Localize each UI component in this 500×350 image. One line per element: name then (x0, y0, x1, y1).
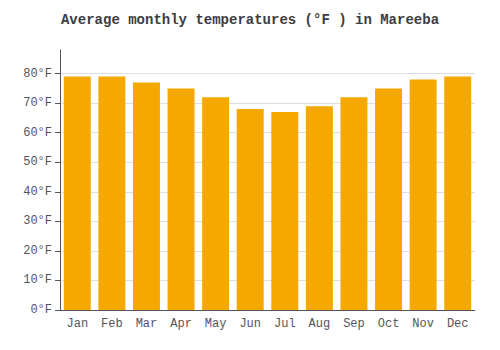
svg-text:Feb: Feb (101, 317, 123, 331)
svg-text:Aug: Aug (309, 317, 331, 331)
svg-text:Nov: Nov (412, 317, 434, 331)
svg-text:50°F: 50°F (23, 155, 52, 169)
svg-text:Oct: Oct (378, 317, 400, 331)
svg-text:0°F: 0°F (30, 303, 52, 317)
svg-text:Jan: Jan (66, 317, 88, 331)
svg-text:May: May (205, 317, 227, 331)
svg-text:20°F: 20°F (23, 244, 52, 258)
svg-text:Jun: Jun (239, 317, 261, 331)
svg-text:40°F: 40°F (23, 185, 52, 199)
svg-text:Sep: Sep (343, 317, 365, 331)
svg-text:30°F: 30°F (23, 214, 52, 228)
svg-text:Mar: Mar (136, 317, 158, 331)
svg-text:80°F: 80°F (23, 67, 52, 81)
svg-text:Average monthly temperatures (: Average monthly temperatures (°F ) in Ma… (61, 12, 440, 28)
svg-text:60°F: 60°F (23, 126, 52, 140)
svg-text:Apr: Apr (170, 317, 192, 331)
svg-text:70°F: 70°F (23, 96, 52, 110)
svg-text:Jul: Jul (274, 317, 296, 331)
svg-text:Dec: Dec (447, 317, 469, 331)
svg-text:10°F: 10°F (23, 273, 52, 287)
